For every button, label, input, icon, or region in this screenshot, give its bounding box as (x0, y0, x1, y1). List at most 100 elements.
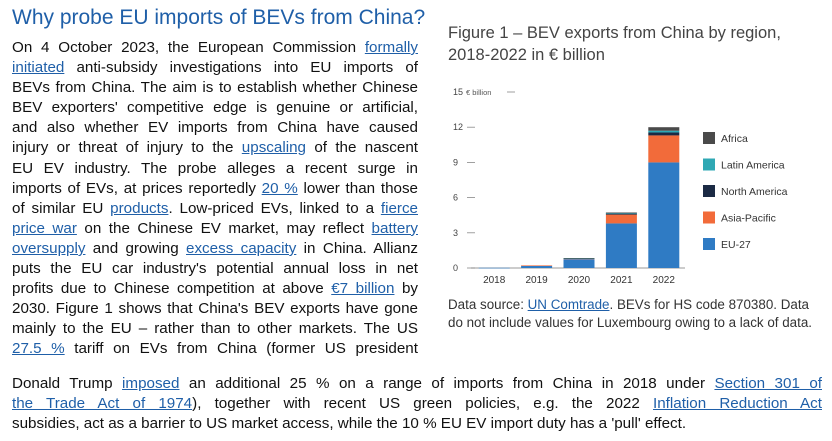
text-run: by (394, 280, 418, 298)
paragraph-line: imports of EVs, at prices reportedly 20 … (12, 179, 418, 199)
inline-link[interactable]: 27.5 % (12, 340, 65, 358)
text-run: Donald Trump (12, 375, 123, 392)
legend-swatch (703, 185, 715, 197)
y-tick-label: 3 (453, 228, 458, 238)
source-prefix: Data source: (448, 297, 528, 312)
source-link[interactable]: UN Comtrade (527, 297, 610, 312)
inline-link[interactable]: initiated (12, 59, 65, 77)
paragraph-line: of similar EU products. Low-priced EVs, … (12, 199, 418, 219)
bar-segment (563, 259, 595, 268)
inline-link[interactable]: oversupply (12, 239, 86, 257)
paragraph-line: subsidies, act as a barrier to US market… (12, 414, 822, 434)
text-run: . Low-priced EVs, linked to a (168, 199, 381, 217)
text-run: On 4 October 2023, the European Commissi… (12, 39, 365, 56)
bar-segment (605, 214, 637, 224)
inline-link[interactable]: excess capacity (186, 239, 297, 257)
text-run: and also whether EV imports from China h… (12, 119, 418, 137)
inline-link[interactable]: €7 billion (331, 280, 395, 298)
text-run: puts the EU car industry's potential ann… (12, 260, 418, 278)
text-run: subsidies, act as a barrier to US market… (12, 415, 687, 433)
paragraph-line: price war on the Chinese EV market, may … (12, 219, 418, 239)
y-tick-label: 0 (453, 263, 458, 273)
paragraph-line: Donald Trump imposed an additional 25 % … (12, 374, 822, 394)
bar-segment (648, 130, 680, 133)
paragraph-line: On 4 October 2023, the European Commissi… (12, 38, 418, 58)
legend-label: Africa (721, 133, 748, 145)
paragraph-line: EU EV industry. The probe alleges a rece… (12, 159, 418, 179)
inline-link[interactable]: formally (364, 39, 418, 56)
figure-source: Data source: UN Comtrade. BEVs for HS co… (448, 296, 820, 331)
inline-link[interactable]: products (110, 199, 169, 217)
bar-segment (478, 267, 510, 269)
paragraph-line: BEV exporters' competitive edge is genui… (12, 98, 418, 118)
text-run: BEVs from China. The aim is to establish… (12, 79, 418, 97)
y-tick-label: 6 (453, 193, 458, 203)
text-run: BEV exporters' competitive edge is genui… (12, 99, 418, 117)
paragraph-line: 27.5 % tariff on EVs from China (former … (12, 339, 418, 359)
inline-link[interactable]: battery (371, 219, 418, 237)
legend-swatch (703, 158, 715, 171)
text-run: anti-subsidy investigations into EU impo… (64, 59, 418, 77)
source-rest: . BEVs for HS code 870380. Data do not i… (448, 297, 813, 330)
text-run: 2030. Figure 1 shows that China's BEV ex… (12, 300, 418, 318)
text-run: and growing (85, 239, 187, 257)
text-run: on the Chinese EV market, may reflect (76, 219, 372, 237)
paragraph-line: and also whether EV imports from China h… (12, 118, 418, 138)
bar-segment (648, 127, 680, 131)
bar-chart: 0 3 6 9 12 15 € billion 2018 2019 2020 2021 2022 Af… (453, 87, 788, 286)
inline-link[interactable]: fierce (380, 199, 418, 217)
bar-segment (605, 213, 637, 214)
bar-segment (605, 213, 637, 215)
figure-title: Figure 1 – BEV exports from China by reg… (448, 24, 781, 64)
bar-segment (563, 258, 595, 259)
inline-link[interactable]: the Trade Act of 1974 (12, 395, 193, 413)
paragraph-line: mainly to the EU – rather than to other … (12, 319, 418, 339)
inline-link[interactable]: Inflation Reduction Act (652, 395, 822, 413)
article-body-continued: Donald Trump imposed an additional 25 % … (12, 374, 822, 434)
inline-link[interactable]: upscaling (241, 139, 306, 157)
legend-swatch (703, 238, 715, 250)
paragraph-line: 2030. Figure 1 shows that China's BEV ex… (12, 299, 418, 319)
bar-segment (648, 135, 680, 163)
text-run: ), together with recent US green policie… (192, 395, 653, 413)
legend-label: Asia-Pacific (721, 213, 776, 225)
bar-segment (648, 132, 680, 136)
inline-link[interactable]: price war (12, 219, 77, 237)
text-run: lower than those (297, 179, 418, 197)
bar-segment (605, 223, 637, 268)
article-body: On 4 October 2023, the European Commissi… (12, 38, 418, 360)
x-tick-label: 2019 (525, 275, 548, 286)
legend-swatch (703, 132, 715, 144)
legend-swatch (703, 211, 715, 224)
inline-link[interactable]: imposed (122, 375, 180, 392)
text-run: tariff on EVs from China (former US pres… (64, 340, 418, 358)
text-run: mainly to the EU – rather than to other … (12, 320, 418, 338)
text-run: profits due to Chinese competition at ab… (12, 280, 332, 298)
text-run: of similar EU (12, 199, 111, 217)
inline-link[interactable]: 20 % (261, 179, 298, 197)
article-heading: Why probe EU imports of BEVs from China? (12, 6, 426, 29)
inline-link[interactable]: Section 301 of (714, 375, 822, 392)
paragraph-line: the Trade Act of 1974), together with re… (12, 394, 822, 414)
paragraph-line: oversupply and growing excess capacity i… (12, 239, 418, 259)
legend-label: Latin America (721, 160, 785, 172)
bar-segment (605, 212, 637, 214)
bar-segment (648, 162, 680, 268)
y-tick-label: 12 (453, 122, 463, 132)
text-run: injury or threat of injury to the (12, 139, 242, 157)
x-tick-label: 2020 (568, 275, 591, 286)
text-run: EU EV industry. The probe alleges a rece… (12, 159, 418, 177)
x-tick-label: 2018 (483, 275, 506, 286)
paragraph-line: injury or threat of injury to the upscal… (12, 138, 418, 158)
paragraph-line: profits due to Chinese competition at ab… (12, 279, 418, 299)
text-run: in China. Allianz (296, 239, 418, 257)
paragraph-line: BEVs from China. The aim is to establish… (12, 78, 418, 98)
y-tick-label: 9 (453, 157, 458, 167)
paragraph-line: puts the EU car industry's potential ann… (12, 259, 418, 279)
paragraph-line: initiated anti-subsidy investigations in… (12, 58, 418, 78)
legend-label: EU-27 (721, 239, 751, 251)
bar-segment (521, 265, 553, 267)
text-run: of the nascent (305, 139, 418, 157)
y-tick-label: 15 (453, 87, 463, 97)
legend-label: North America (721, 186, 788, 198)
